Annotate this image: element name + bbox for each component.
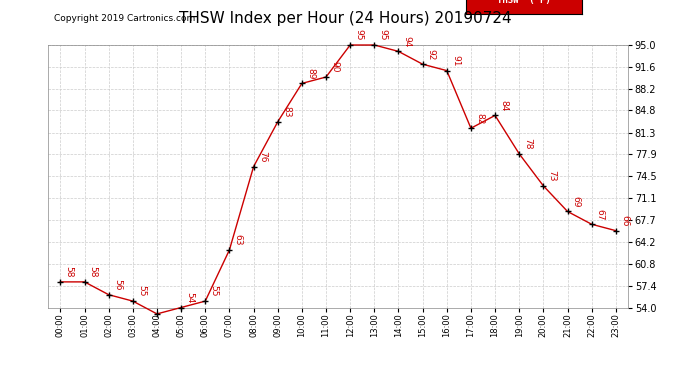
Text: 94: 94: [403, 36, 412, 47]
Text: 63: 63: [234, 234, 243, 246]
Text: 76: 76: [258, 151, 267, 162]
Text: 58: 58: [65, 266, 74, 278]
Text: 69: 69: [572, 196, 581, 207]
Text: 58: 58: [89, 266, 98, 278]
Text: 82: 82: [475, 113, 484, 124]
Text: 67: 67: [596, 209, 605, 220]
Text: THSW Index per Hour (24 Hours) 20190724: THSW Index per Hour (24 Hours) 20190724: [179, 11, 511, 26]
Text: 91: 91: [451, 55, 460, 66]
Text: 92: 92: [427, 49, 436, 60]
Text: 56: 56: [113, 279, 122, 291]
Text: 55: 55: [137, 285, 146, 297]
Text: 54: 54: [186, 292, 195, 303]
Text: 83: 83: [282, 106, 291, 118]
Text: 73: 73: [548, 170, 557, 182]
Text: 90: 90: [331, 62, 339, 73]
Text: 53: 53: [0, 374, 1, 375]
Text: 66: 66: [620, 215, 629, 226]
Text: 55: 55: [210, 285, 219, 297]
Text: 95: 95: [379, 29, 388, 41]
Text: 78: 78: [524, 138, 533, 150]
Text: 89: 89: [306, 68, 315, 79]
Text: 95: 95: [355, 29, 364, 41]
Text: 84: 84: [500, 100, 509, 111]
Text: Copyright 2019 Cartronics.com: Copyright 2019 Cartronics.com: [54, 13, 195, 22]
